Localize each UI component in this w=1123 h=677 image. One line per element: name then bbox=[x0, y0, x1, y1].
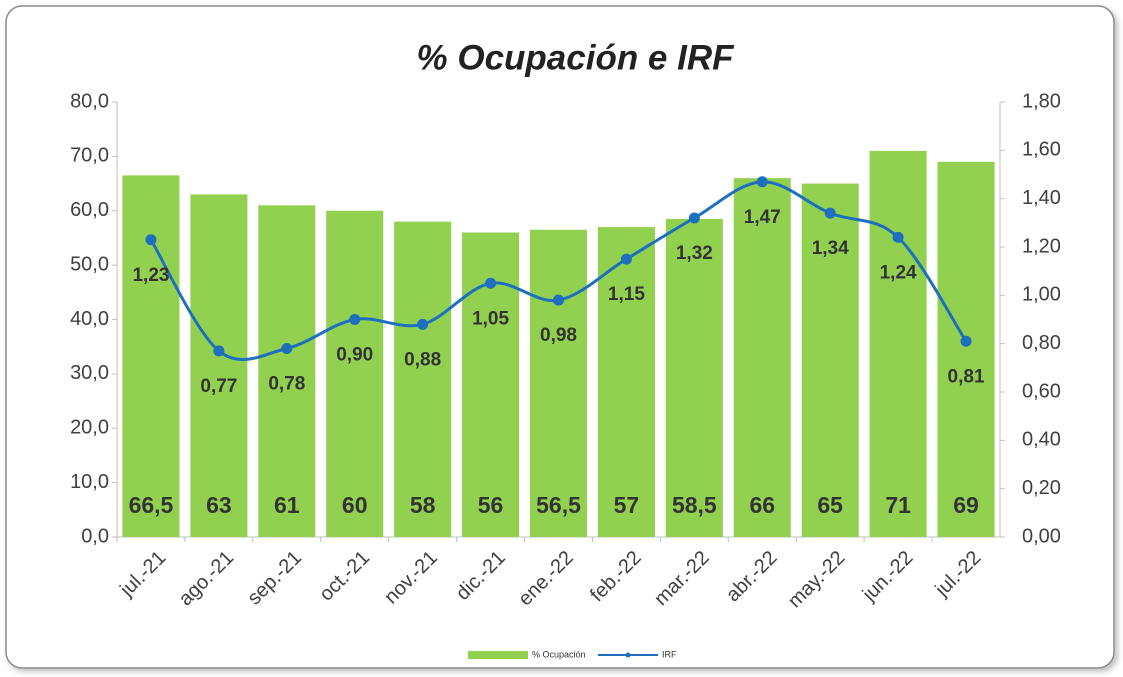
legend-label: IRF bbox=[662, 649, 677, 659]
y2-tick-label: 1,60 bbox=[1022, 139, 1061, 161]
line-value-label: 0,98 bbox=[540, 325, 577, 346]
bar-value-label: 66,5 bbox=[129, 492, 174, 518]
line-point bbox=[892, 231, 904, 243]
y-tick-label: 50,0 bbox=[70, 253, 109, 275]
legend-label: % Ocupación bbox=[532, 649, 586, 659]
bar-value-label: 56,5 bbox=[536, 492, 581, 518]
line-point bbox=[349, 314, 361, 325]
bar-value-label: 66 bbox=[749, 492, 775, 518]
bar bbox=[665, 218, 723, 537]
y2-tick-label: 1,00 bbox=[1022, 284, 1061, 306]
line-point bbox=[553, 294, 564, 306]
y2-tick-label: 1,40 bbox=[1022, 187, 1061, 209]
line-point bbox=[688, 212, 700, 224]
bar-value-label: 71 bbox=[885, 492, 911, 518]
bar-value-label: 63 bbox=[206, 492, 232, 518]
bar bbox=[122, 175, 180, 537]
y2-tick-label: 0,00 bbox=[1022, 525, 1061, 547]
line-point bbox=[620, 253, 632, 265]
y-tick-label: 60,0 bbox=[70, 199, 109, 221]
bar-value-label: 58 bbox=[410, 492, 436, 518]
line-value-label: 1,05 bbox=[472, 308, 509, 329]
bar bbox=[326, 210, 384, 537]
line-value-label: 0,77 bbox=[200, 376, 237, 397]
bar bbox=[869, 150, 927, 537]
bar bbox=[801, 183, 859, 537]
bar-value-label: 61 bbox=[274, 492, 300, 518]
bar-value-label: 69 bbox=[953, 492, 979, 518]
y-tick-label: 80,0 bbox=[70, 90, 109, 112]
bar-value-label: 56 bbox=[478, 492, 504, 518]
y-tick-label: 0,0 bbox=[81, 525, 109, 547]
bar bbox=[258, 205, 316, 537]
line-value-label: 0,81 bbox=[948, 366, 985, 387]
legend-swatch bbox=[468, 651, 528, 659]
y-tick-label: 30,0 bbox=[70, 362, 109, 384]
bar bbox=[733, 178, 791, 537]
line-point bbox=[417, 318, 429, 330]
y2-tick-label: 1,80 bbox=[1022, 90, 1061, 112]
line-point bbox=[145, 234, 157, 246]
bar bbox=[597, 227, 655, 537]
bar bbox=[529, 229, 588, 537]
bar bbox=[190, 194, 248, 537]
line-point bbox=[960, 335, 972, 347]
line-value-label: 0,88 bbox=[404, 349, 441, 370]
line-point bbox=[213, 345, 225, 357]
line-value-label: 0,90 bbox=[336, 345, 373, 366]
line-point bbox=[756, 176, 768, 188]
bar bbox=[937, 161, 995, 537]
y2-tick-label: 0,20 bbox=[1022, 477, 1061, 499]
legend-marker bbox=[625, 652, 631, 658]
line-value-label: 1,24 bbox=[880, 262, 917, 283]
line-value-label: 1,32 bbox=[676, 243, 713, 264]
bar-value-label: 58,5 bbox=[672, 492, 717, 518]
line-value-label: 1,23 bbox=[132, 265, 169, 286]
bar-value-label: 60 bbox=[342, 492, 368, 518]
y-tick-label: 20,0 bbox=[70, 417, 109, 439]
line-value-label: 1,47 bbox=[744, 207, 781, 228]
y-tick-label: 40,0 bbox=[70, 308, 109, 330]
y2-tick-label: 0,80 bbox=[1022, 332, 1061, 354]
line-value-label: 1,34 bbox=[812, 238, 849, 259]
bar bbox=[394, 221, 452, 537]
y2-tick-label: 1,20 bbox=[1022, 235, 1061, 257]
bar-value-label: 57 bbox=[614, 492, 640, 518]
y-tick-label: 70,0 bbox=[70, 145, 109, 167]
line-point bbox=[485, 277, 497, 289]
chart-title: % Ocupación e IRF bbox=[417, 38, 736, 77]
line-point bbox=[824, 207, 836, 219]
y-tick-label: 10,0 bbox=[70, 471, 109, 493]
line-value-label: 1,15 bbox=[608, 284, 645, 305]
line-point bbox=[281, 343, 293, 354]
line-value-label: 0,78 bbox=[268, 374, 305, 395]
y2-tick-label: 0,40 bbox=[1022, 429, 1061, 451]
bar-value-label: 65 bbox=[817, 492, 843, 518]
y2-tick-label: 0,60 bbox=[1022, 380, 1061, 402]
